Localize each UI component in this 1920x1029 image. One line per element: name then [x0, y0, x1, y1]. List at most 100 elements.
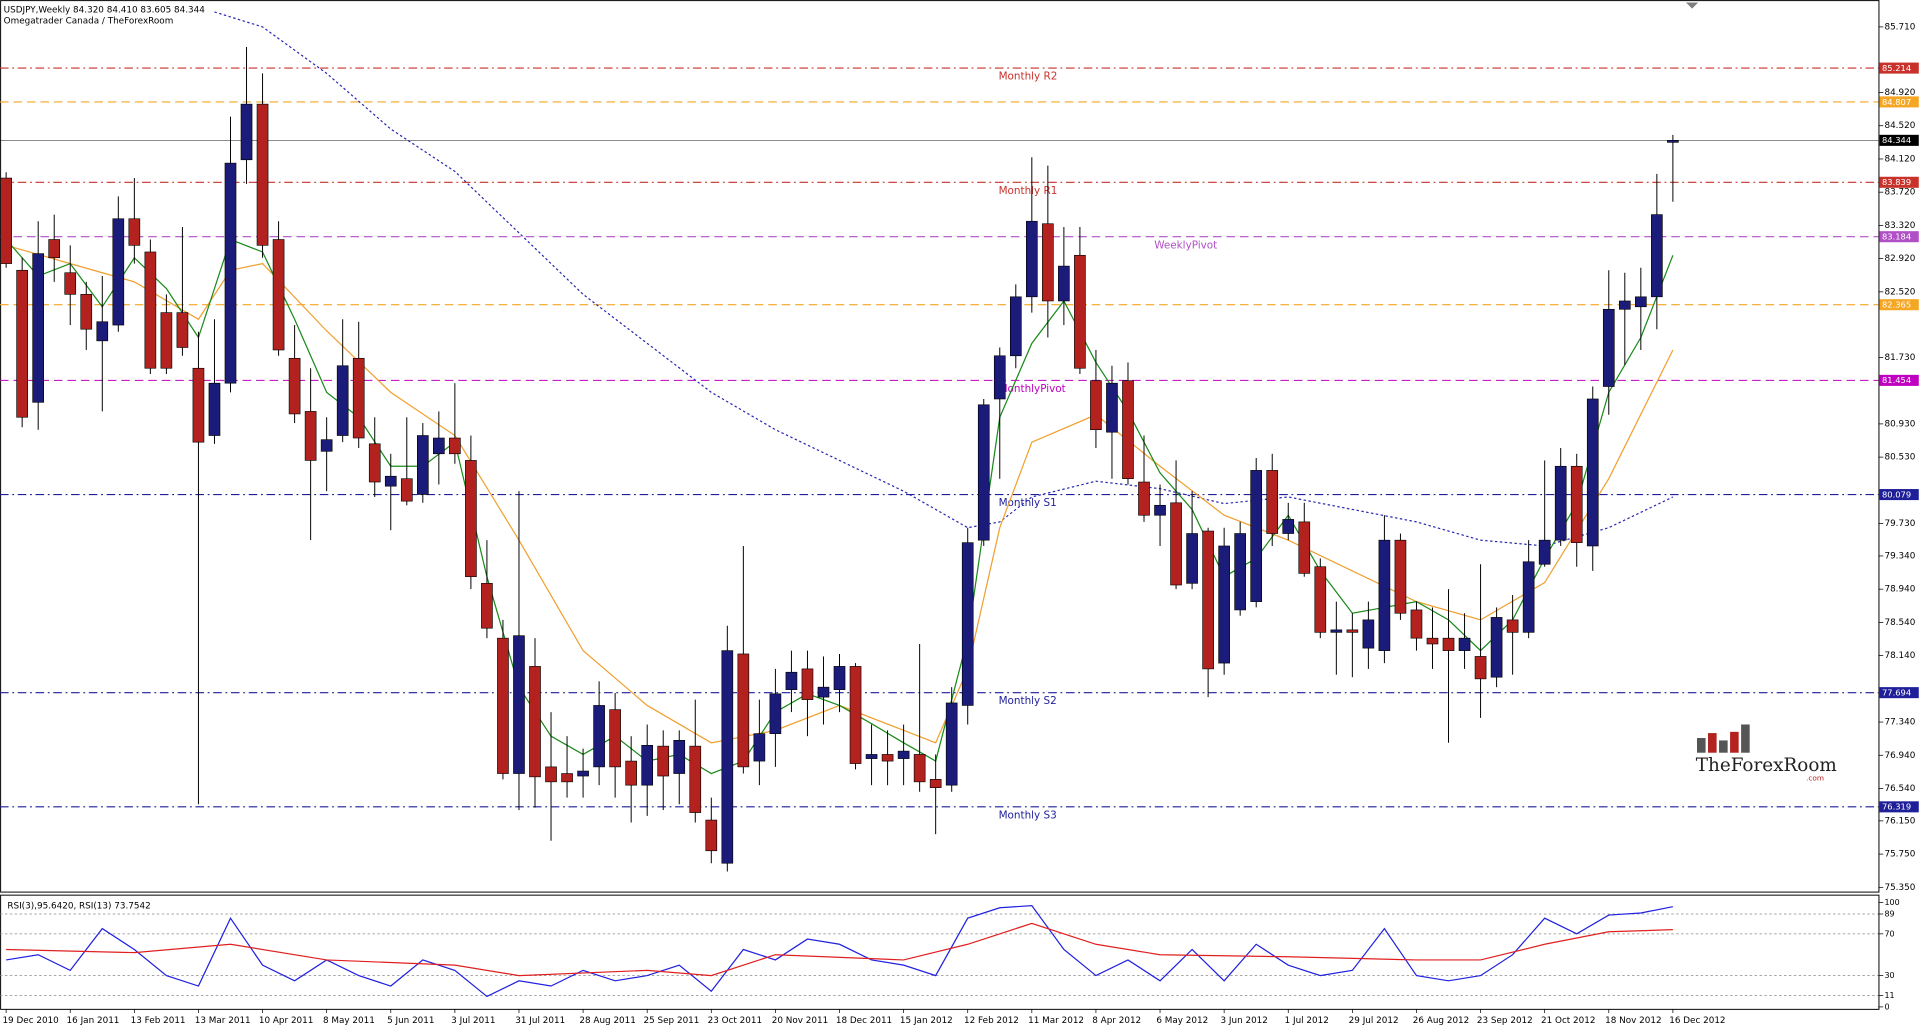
candle-body — [368, 443, 381, 483]
y-tick-label: 76.940 — [1884, 751, 1915, 761]
level-value: 77.694 — [1882, 688, 1911, 698]
candle-body — [0, 177, 12, 264]
candle-body — [593, 705, 605, 768]
candle-body — [1074, 254, 1086, 369]
candle-body — [689, 745, 702, 813]
level-value: 84.807 — [1882, 97, 1911, 107]
y-tick-label: 75.750 — [1884, 850, 1915, 860]
candle-body — [1122, 380, 1134, 480]
x-tick-label: 3 Jun 2012 — [1220, 1016, 1267, 1026]
y-tick-label: 84.120 — [1884, 154, 1915, 164]
y-tick-label: 78.140 — [1884, 651, 1915, 661]
shift-marker — [1685, 2, 1699, 9]
x-tick-label: 11 Mar 2012 — [1028, 1016, 1084, 1026]
candle-body — [561, 773, 573, 783]
y-tick-label: 76.150 — [1884, 816, 1915, 826]
candle-body — [1458, 637, 1471, 651]
level-box — [1879, 134, 1919, 146]
candle-body — [865, 754, 878, 759]
candle-body — [224, 162, 237, 384]
chart-title: USDJPY,Weekly 84.320 84.410 83.605 84.34… — [4, 5, 206, 15]
candle-body — [1490, 617, 1503, 678]
candle-body — [336, 365, 349, 436]
candle-body — [753, 733, 766, 762]
candle-body — [1570, 465, 1583, 543]
candle-body — [641, 744, 654, 786]
candle-body — [1009, 296, 1022, 357]
candle-body — [1090, 380, 1102, 431]
x-tick-label: 23 Oct 2011 — [708, 1016, 763, 1026]
candle-body — [657, 745, 670, 777]
x-tick-label: 15 Jan 2012 — [900, 1016, 953, 1026]
candle-body — [529, 666, 541, 778]
level-label: Monthly R2 — [999, 71, 1058, 83]
candle-body — [881, 754, 894, 762]
candle-body — [1635, 296, 1647, 308]
candle-body — [1106, 382, 1118, 433]
y-tick-label: 84.520 — [1884, 121, 1915, 131]
candle-body — [833, 666, 846, 690]
candle-body — [721, 650, 734, 864]
y-tick-label: 85.710 — [1884, 22, 1915, 32]
level-value: 85.214 — [1882, 63, 1911, 73]
candle-body — [112, 218, 125, 326]
y-tick-label: 0 — [1884, 1002, 1889, 1011]
x-tick-label: 8 Apr 2012 — [1092, 1016, 1141, 1026]
rsi-title: RSI(3),95.6420, RSI(13) 73.7542 — [7, 902, 150, 912]
level-label: MonthlyPivot — [999, 383, 1066, 395]
x-tick-label: 19 Dec 2010 — [2, 1016, 59, 1026]
level-box — [1879, 62, 1919, 74]
level-box — [1879, 801, 1919, 813]
x-tick-label: 16 Jan 2011 — [67, 1016, 120, 1026]
level-label: WeeklyPivot — [1154, 239, 1217, 251]
candle-body — [849, 666, 862, 764]
candle-body — [1026, 220, 1038, 298]
candle-body — [208, 382, 221, 436]
candle-body — [384, 475, 397, 487]
moving-average — [5, 244, 1674, 744]
candle-body — [1506, 619, 1519, 633]
candle-body — [1250, 470, 1263, 602]
x-tick-label: 28 Aug 2011 — [579, 1016, 636, 1026]
candle-body — [673, 740, 686, 774]
candle-body — [513, 635, 525, 774]
x-tick-label: 12 Feb 2012 — [964, 1016, 1019, 1026]
y-tick-label: 83.720 — [1884, 188, 1915, 198]
rsi-line — [6, 905, 1674, 998]
x-tick-label: 5 Jun 2011 — [387, 1016, 434, 1026]
x-tick-label: 23 Sep 2012 — [1477, 1016, 1533, 1026]
candle-body — [1282, 519, 1295, 534]
level-value: 76.319 — [1882, 802, 1911, 812]
candle-body — [497, 637, 509, 774]
candle-body — [320, 439, 333, 452]
candle-body — [1618, 300, 1631, 310]
candle-body — [272, 239, 285, 351]
level-value: 83.184 — [1882, 232, 1911, 242]
candle-body — [1314, 566, 1327, 633]
candle-body — [929, 779, 942, 788]
candle-body — [48, 239, 61, 259]
y-tick-label: 11 — [1884, 991, 1894, 1000]
candle-body — [769, 693, 782, 734]
y-tick-label: 75.350 — [1884, 883, 1915, 893]
candle-body — [416, 435, 429, 495]
candle-body — [144, 251, 157, 369]
candle-body — [1186, 533, 1198, 584]
candle-body — [705, 819, 718, 852]
x-tick-label: 21 Oct 2012 — [1541, 1016, 1596, 1026]
candle-body — [449, 437, 461, 455]
x-tick-label: 18 Nov 2012 — [1605, 1016, 1661, 1026]
candle-body — [1378, 539, 1391, 651]
level-value: 82.365 — [1882, 300, 1911, 310]
candle-body — [256, 103, 269, 246]
candle-body — [1170, 502, 1182, 586]
level-box — [1879, 374, 1919, 386]
candle-body — [1651, 214, 1663, 298]
level-value: 84.344 — [1882, 135, 1911, 145]
y-tick-label: 79.730 — [1884, 519, 1915, 529]
moving-average — [214, 11, 1674, 547]
level-box — [1879, 231, 1919, 243]
candle-body — [1266, 470, 1279, 534]
